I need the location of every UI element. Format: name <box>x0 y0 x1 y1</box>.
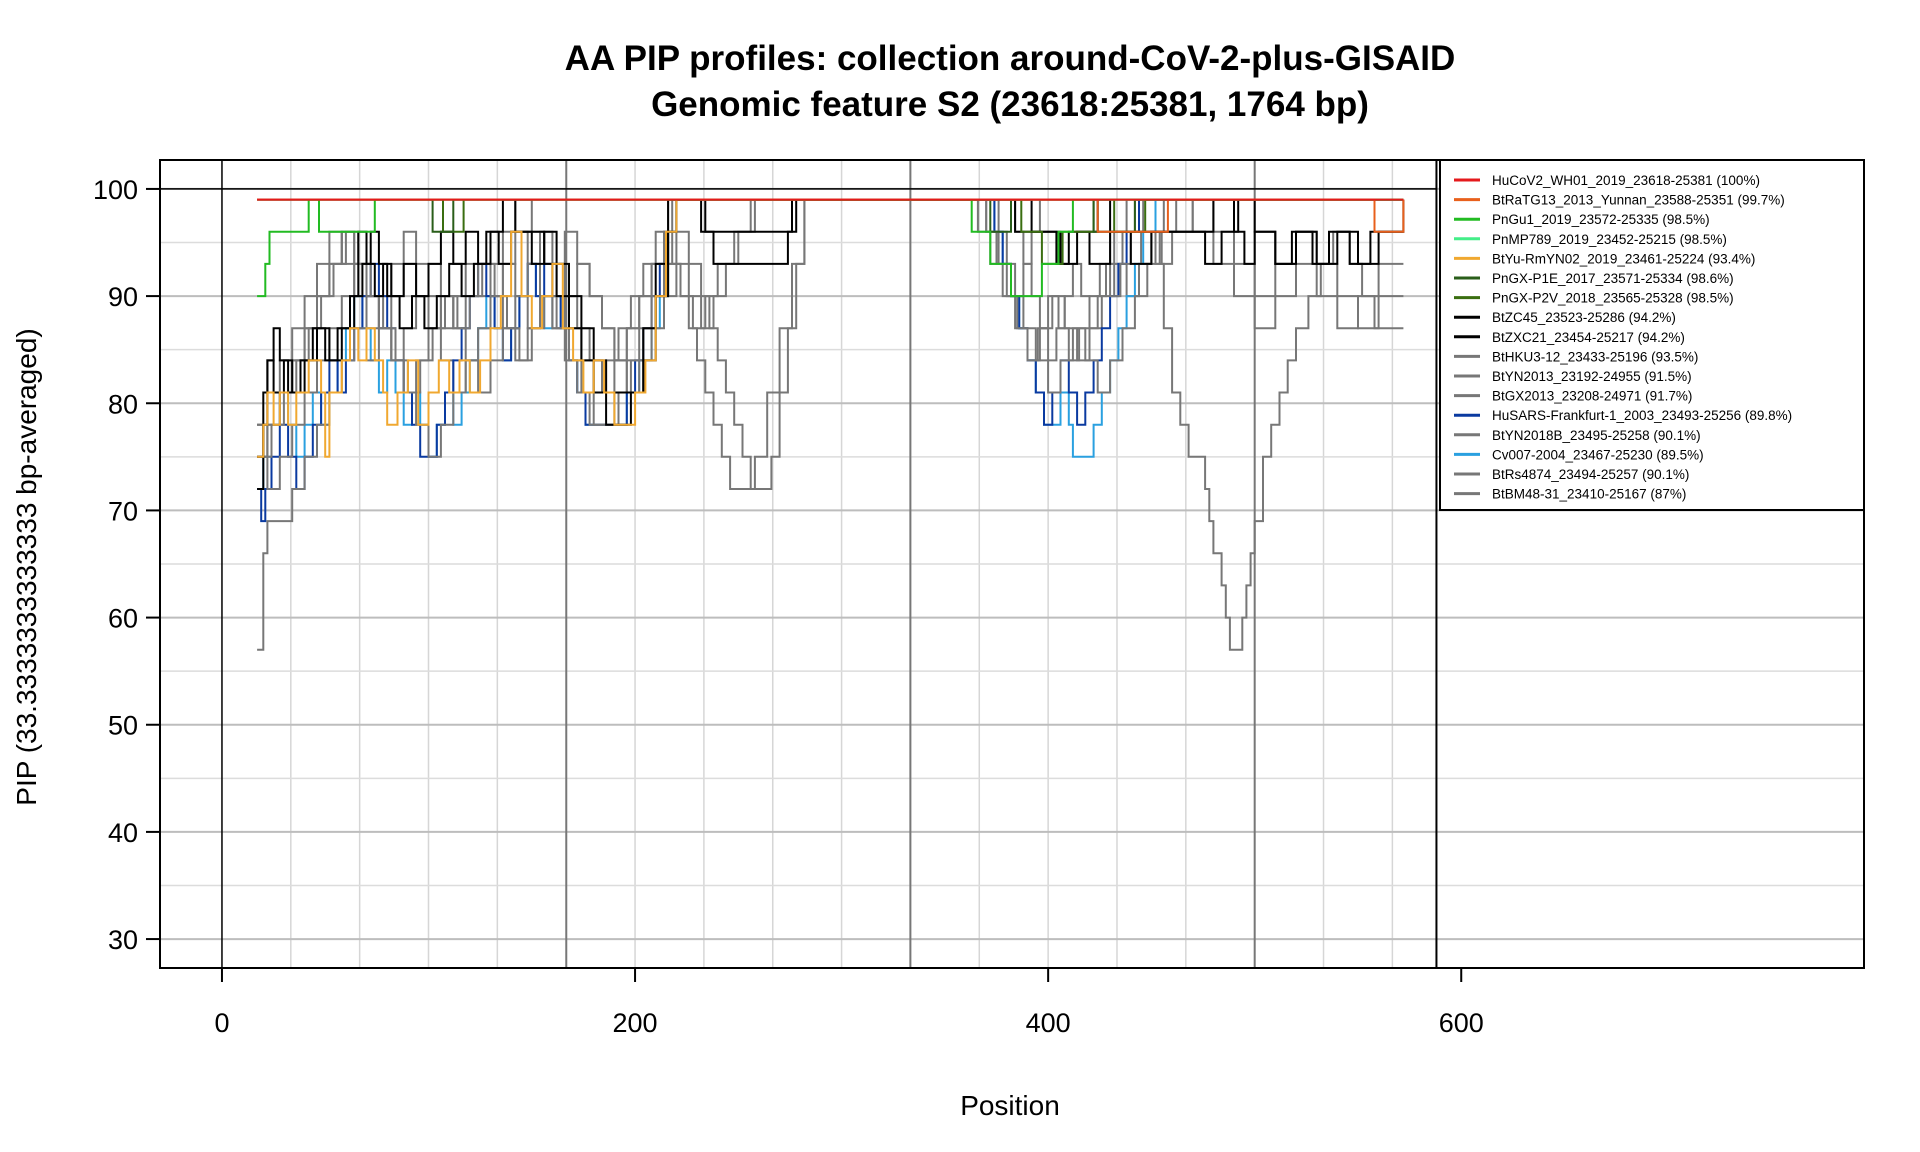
x-tick-label: 400 <box>1026 1008 1071 1038</box>
legend: HuCoV2_WH01_2019_23618-25381 (100%) BtRaT… <box>1439 159 1865 511</box>
series-line <box>257 198 1404 458</box>
legend-entry: PnGX-P1E_2017_23571-25334 (98.6%) <box>1492 271 1734 286</box>
chart-subtitle: Genomic feature S2 (23618:25381, 1764 bp… <box>651 85 1369 124</box>
legend-entry: BtZC45_23523-25286 (94.2%) <box>1492 310 1676 325</box>
chart-title: AA PIP profiles: collection around-CoV-2… <box>565 39 1456 78</box>
legend-entry: BtYN2013_23192-24955 (91.5%) <box>1492 369 1692 384</box>
y-tick-label: 70 <box>108 496 138 526</box>
axis-ticks: 0 200 400 600 30 40 50 60 70 80 90 100 <box>93 175 1484 1038</box>
y-tick-label: 50 <box>108 711 138 741</box>
legend-entry: HuSARS-Frankfurt-1_2003_23493-25256 (89.… <box>1492 408 1792 423</box>
y-tick-label: 100 <box>93 175 138 205</box>
legend-entry: PnMP789_2019_23452-25215 (98.5%) <box>1492 232 1727 247</box>
legend-entry: PnGu1_2019_23572-25335 (98.5%) <box>1492 212 1710 227</box>
series-lines <box>257 198 1405 651</box>
legend-entry: BtRs4874_23494-25257 (90.1%) <box>1492 467 1689 482</box>
y-tick-label: 40 <box>108 818 138 848</box>
y-axis-label: PIP (33.3333333333333 bp-averaged) <box>11 328 42 805</box>
legend-entry: Cv007-2004_23467-25230 (89.5%) <box>1492 447 1704 462</box>
legend-entry: BtZXC21_23454-25217 (94.2%) <box>1492 330 1685 345</box>
y-tick-label: 30 <box>108 925 138 955</box>
x-tick-label: 0 <box>214 1008 229 1038</box>
y-tick-label: 90 <box>108 282 138 312</box>
y-tick-label: 60 <box>108 604 138 634</box>
plot-frame <box>159 159 1865 969</box>
x-tick-label: 600 <box>1439 1008 1484 1038</box>
series-line <box>257 198 1404 458</box>
legend-entry: BtHKU3-12_23433-25196 (93.5%) <box>1492 349 1698 364</box>
y-tick-label: 80 <box>108 389 138 419</box>
legend-entry: BtYN2018B_23495-25258 (90.1%) <box>1492 428 1701 443</box>
series-line <box>257 198 1405 458</box>
legend-entry: BtRaTG13_2013_Yunnan_23588-25351 (99.7%) <box>1492 193 1785 208</box>
legend-entry: BtBM48-31_23410-25167 (87%) <box>1492 487 1686 502</box>
legend-box <box>1439 159 1865 511</box>
legend-entry: BtGX2013_23208-24971 (91.7%) <box>1492 389 1692 404</box>
grid-lines <box>160 160 1864 968</box>
legend-entry: PnGX-P2V_2018_23565-25328 (98.5%) <box>1492 291 1734 306</box>
legend-entry: HuCoV2_WH01_2019_23618-25381 (100%) <box>1492 173 1760 188</box>
x-tick-label: 200 <box>613 1008 658 1038</box>
x-axis-label: Position <box>960 1090 1060 1121</box>
legend-entry: BtYu-RmYN02_2019_23461-25224 (93.4%) <box>1492 251 1755 266</box>
